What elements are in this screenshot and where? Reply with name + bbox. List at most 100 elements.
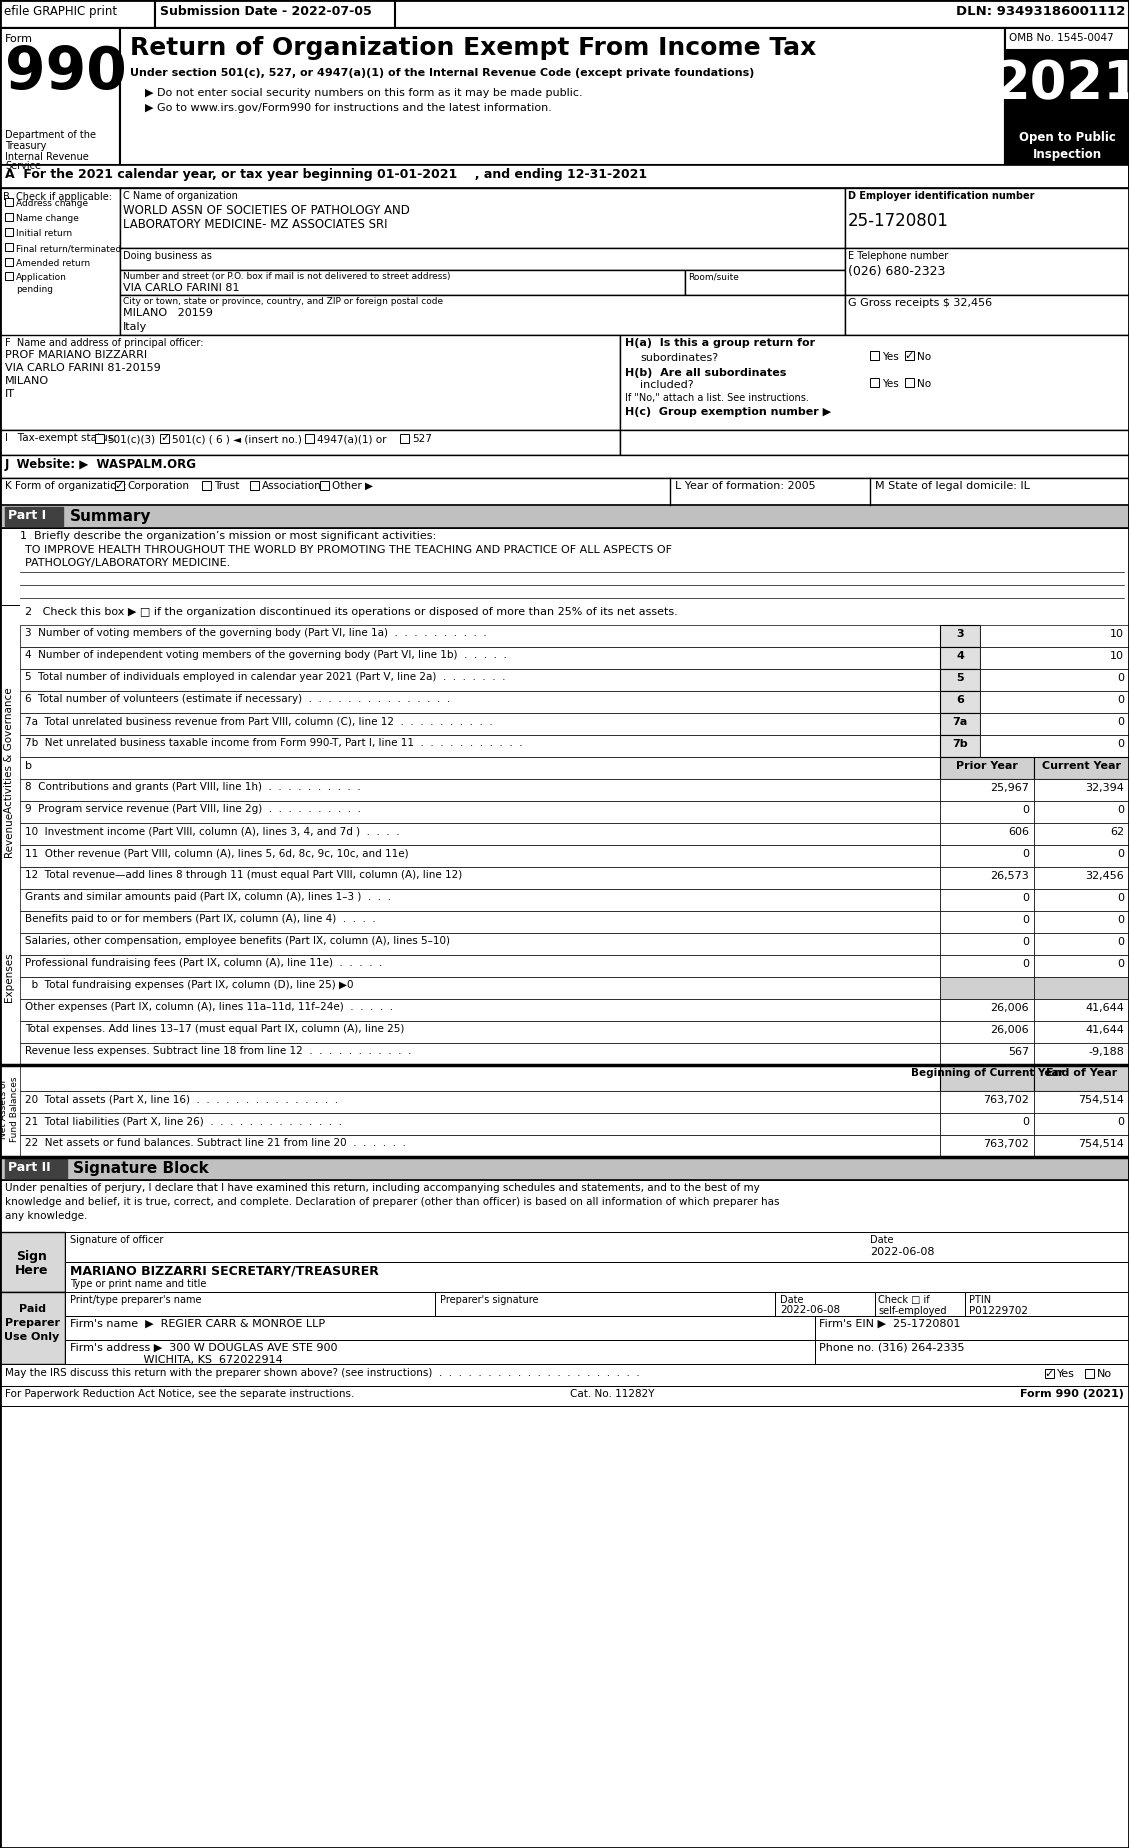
Text: Beginning of Current Year: Beginning of Current Year — [911, 1068, 1064, 1077]
Bar — [0, 1233, 65, 1292]
Bar — [20, 1042, 940, 1064]
Text: May the IRS discuss this return with the preparer shown above? (see instructions: May the IRS discuss this return with the… — [5, 1368, 640, 1379]
Text: 10: 10 — [1110, 628, 1124, 639]
Text: Corporation: Corporation — [126, 480, 189, 492]
Text: 3  Number of voting members of the governing body (Part VI, line 1a)  .  .  .  .: 3 Number of voting members of the govern… — [25, 628, 487, 638]
Text: 8  Contributions and grants (Part VIII, line 1h)  .  .  .  .  .  .  .  .  .  .: 8 Contributions and grants (Part VIII, l… — [25, 782, 361, 793]
Text: 4: 4 — [956, 650, 964, 662]
Text: 32,456: 32,456 — [1085, 870, 1124, 881]
Text: I   Tax-exempt status:: I Tax-exempt status: — [5, 432, 117, 444]
Text: Doing business as: Doing business as — [123, 251, 212, 261]
Bar — [20, 822, 940, 845]
Text: ✓: ✓ — [904, 351, 914, 360]
Text: 32,394: 32,394 — [1085, 784, 1124, 793]
Text: Firm's name  ▶  REGIER CARR & MONROE LLP: Firm's name ▶ REGIER CARR & MONROE LLP — [70, 1319, 325, 1329]
Text: ▶ Do not enter social security numbers on this form as it may be made public.: ▶ Do not enter social security numbers o… — [145, 89, 583, 98]
Bar — [435, 1292, 774, 1316]
Text: 527: 527 — [412, 434, 432, 444]
Bar — [65, 1233, 1129, 1262]
Text: Summary: Summary — [70, 508, 151, 525]
Text: 501(c) ( 6 ) ◄ (insert no.): 501(c) ( 6 ) ◄ (insert no.) — [172, 434, 301, 444]
Text: 763,702: 763,702 — [983, 1096, 1029, 1105]
Text: ▶ Go to www.irs.gov/Form990 for instructions and the latest information.: ▶ Go to www.irs.gov/Form990 for instruct… — [145, 103, 552, 113]
Text: 10  Investment income (Part VIII, column (A), lines 3, 4, and 7d )  .  .  .  .: 10 Investment income (Part VIII, column … — [25, 826, 400, 835]
Text: Yes: Yes — [882, 351, 899, 362]
Bar — [305, 434, 314, 444]
Text: Treasury: Treasury — [5, 140, 46, 152]
Bar — [1034, 933, 1129, 955]
Text: Internal Revenue: Internal Revenue — [5, 152, 89, 163]
Bar — [20, 736, 940, 758]
Text: Other ▶: Other ▶ — [332, 480, 373, 492]
Bar — [774, 1292, 875, 1316]
Bar — [0, 431, 620, 455]
Text: 501(c)(3): 501(c)(3) — [107, 434, 155, 444]
Bar — [815, 1316, 1129, 1340]
Text: b: b — [25, 761, 32, 771]
Text: Phone no. (316) 264-2335: Phone no. (316) 264-2335 — [819, 1343, 964, 1353]
Bar — [20, 1135, 940, 1157]
Bar — [1085, 1369, 1094, 1379]
Text: F  Name and address of principal officer:: F Name and address of principal officer: — [5, 338, 203, 347]
Text: included?: included? — [640, 381, 693, 390]
Text: Part I: Part I — [8, 508, 46, 521]
Bar — [1034, 867, 1129, 889]
Bar — [980, 691, 1129, 713]
Bar — [115, 480, 124, 490]
Bar — [1005, 50, 1129, 164]
Bar — [1034, 1090, 1129, 1112]
Bar — [940, 625, 980, 647]
Text: Final return/terminated: Final return/terminated — [16, 244, 121, 253]
Bar — [0, 1364, 1129, 1386]
Text: Initial return: Initial return — [16, 229, 72, 238]
Text: 20  Total assets (Part X, line 16)  .  .  .  .  .  .  .  .  .  .  .  .  .  .  .: 20 Total assets (Part X, line 16) . . . … — [25, 1094, 338, 1103]
Text: TO IMPROVE HEALTH THROUGHOUT THE WORLD BY PROMOTING THE TEACHING AND PRACTICE OF: TO IMPROVE HEALTH THROUGHOUT THE WORLD B… — [25, 545, 672, 554]
Text: 26,573: 26,573 — [990, 870, 1029, 881]
Bar — [20, 780, 940, 800]
Text: 2   Check this box ▶ □ if the organization discontinued its operations or dispos: 2 Check this box ▶ □ if the organization… — [25, 606, 677, 617]
Text: 0: 0 — [1022, 937, 1029, 946]
Text: 6  Total number of volunteers (estimate if necessary)  .  .  .  .  .  .  .  .  .: 6 Total number of volunteers (estimate i… — [25, 695, 450, 704]
Text: PATHOLOGY/LABORATORY MEDICINE.: PATHOLOGY/LABORATORY MEDICINE. — [25, 558, 230, 567]
Text: 1  Briefly describe the organization’s mission or most significant activities:: 1 Briefly describe the organization’s mi… — [20, 530, 436, 541]
Bar — [250, 480, 259, 490]
Bar — [155, 0, 395, 28]
Bar — [940, 713, 980, 736]
Text: 4947(a)(1) or: 4947(a)(1) or — [317, 434, 386, 444]
Bar — [5, 351, 12, 359]
Bar — [965, 1292, 1129, 1316]
Text: Professional fundraising fees (Part IX, column (A), line 11e)  .  .  .  .  .: Professional fundraising fees (Part IX, … — [25, 957, 383, 968]
Text: Net Assets or
Fund Balances: Net Assets or Fund Balances — [0, 1076, 19, 1142]
Bar — [1034, 1020, 1129, 1042]
Text: H(c)  Group exemption number ▶: H(c) Group exemption number ▶ — [625, 407, 831, 418]
Text: E Telephone number: E Telephone number — [848, 251, 948, 261]
Bar — [1034, 978, 1129, 1000]
Text: 0: 0 — [1022, 893, 1029, 904]
Text: 990: 990 — [5, 44, 126, 102]
Text: 0: 0 — [1022, 1116, 1029, 1127]
Bar — [95, 434, 104, 444]
Bar — [20, 1000, 940, 1020]
Bar — [905, 379, 914, 386]
Text: Return of Organization Exempt From Income Tax: Return of Organization Exempt From Incom… — [130, 35, 816, 59]
Text: Salaries, other compensation, employee benefits (Part IX, column (A), lines 5–10: Salaries, other compensation, employee b… — [25, 935, 450, 946]
Bar — [1034, 780, 1129, 800]
Text: No: No — [1097, 1369, 1112, 1379]
Bar — [20, 933, 940, 955]
Bar — [1034, 1042, 1129, 1064]
Text: Expenses: Expenses — [5, 952, 14, 1002]
Text: self-employed: self-employed — [878, 1307, 946, 1316]
Bar — [1034, 822, 1129, 845]
Text: Cat. No. 11282Y: Cat. No. 11282Y — [570, 1390, 655, 1399]
Bar — [5, 227, 14, 237]
Text: LABORATORY MEDICINE- MZ ASSOCIATES SRI: LABORATORY MEDICINE- MZ ASSOCIATES SRI — [123, 218, 387, 231]
Text: 12  Total revenue—add lines 8 through 11 (must equal Part VIII, column (A), line: 12 Total revenue—add lines 8 through 11 … — [25, 870, 462, 880]
Text: 41,644: 41,644 — [1085, 1026, 1124, 1035]
Text: 11  Other revenue (Part VIII, column (A), lines 5, 6d, 8c, 9c, 10c, and 11e): 11 Other revenue (Part VIII, column (A),… — [25, 848, 409, 857]
Text: VIA CARLO FARINI 81: VIA CARLO FARINI 81 — [123, 283, 239, 294]
Bar — [940, 800, 1034, 822]
Text: Open to Public: Open to Public — [1018, 131, 1115, 144]
Text: -9,188: -9,188 — [1088, 1048, 1124, 1057]
Bar — [940, 911, 1034, 933]
Bar — [20, 889, 940, 911]
